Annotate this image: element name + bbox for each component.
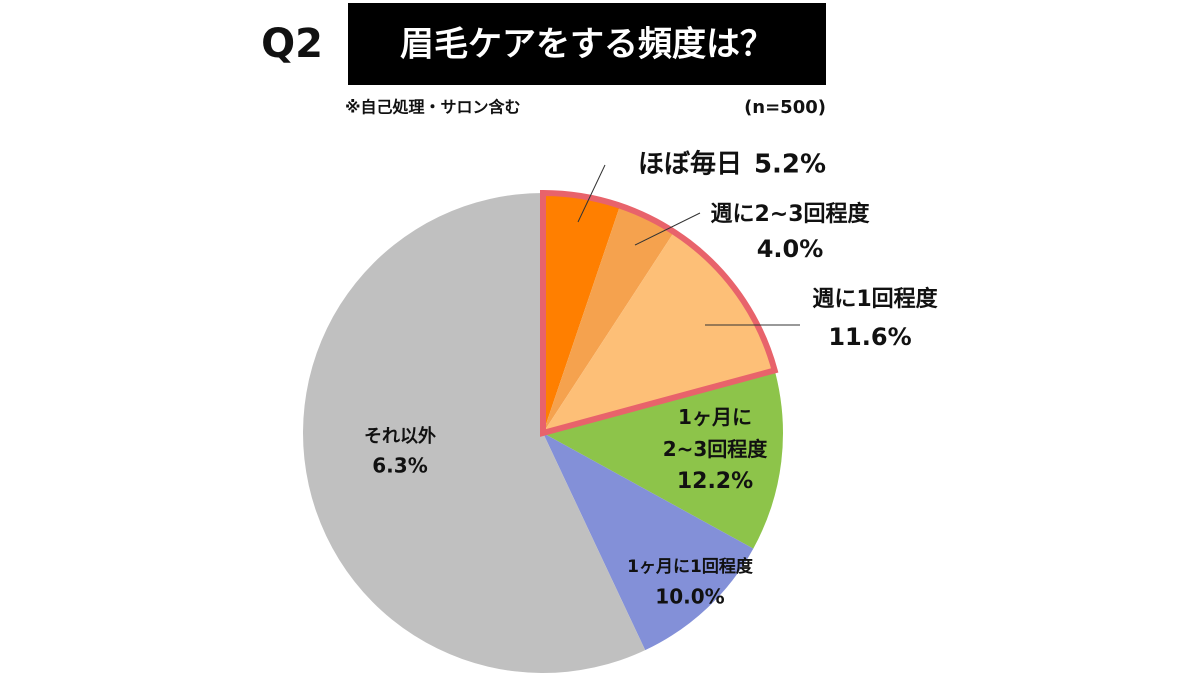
pie-slice — [543, 205, 675, 433]
value-label: 10.0% — [655, 585, 724, 609]
subtitle: ※自己処理・サロン含む — [345, 98, 521, 117]
leader-line — [634, 212, 701, 246]
question-number: Q2 — [261, 21, 323, 67]
value-label: 6.3% — [372, 454, 427, 478]
value-label: 11.6% — [828, 323, 911, 351]
pie-slice — [303, 193, 646, 673]
pie-slice — [543, 193, 621, 433]
leader-line — [577, 164, 606, 223]
slice-label: ほぼ毎日 — [638, 150, 742, 180]
value-label: 5.2% — [754, 150, 826, 180]
value-label: 4.0% — [757, 235, 824, 263]
slice-label: それ以外 — [364, 425, 436, 447]
value-label: 12.2% — [677, 469, 753, 494]
sample-size: (n=500) — [744, 97, 826, 118]
pie-slice — [543, 231, 775, 433]
pie-slice — [543, 433, 754, 651]
slice-label: 1ヶ月に 2~3回程度 — [663, 405, 769, 461]
highlight-outline — [540, 189, 779, 437]
pie-slice — [543, 370, 783, 549]
title-box — [348, 3, 826, 85]
slice-label: 週に2~3回程度 — [710, 201, 870, 227]
slice-label: 1ヶ月に1回程度 — [627, 556, 754, 577]
chart-title: 眉毛ケアをする頻度は？ — [400, 25, 774, 65]
slice-label: 週に1回程度 — [812, 286, 938, 312]
